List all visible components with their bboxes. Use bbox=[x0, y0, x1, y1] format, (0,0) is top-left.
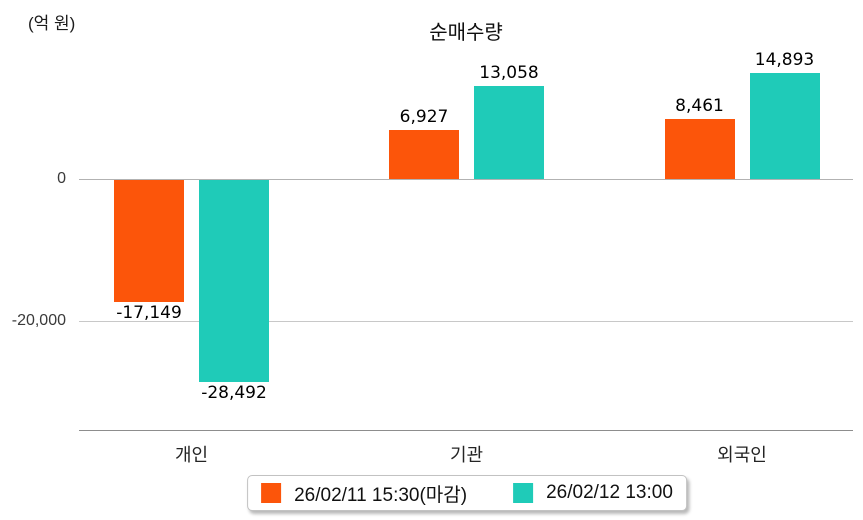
legend-label-series1: 26/02/11 15:30(마감) bbox=[294, 484, 468, 506]
bar[interactable] bbox=[749, 73, 820, 179]
legend-item-series2[interactable]: 26/02/12 13:00 bbox=[513, 482, 673, 504]
y-tick-label: -20,000 bbox=[11, 312, 66, 329]
legend-swatch-series1 bbox=[261, 483, 282, 503]
y-gridline bbox=[79, 179, 853, 180]
legend-swatch-series2 bbox=[513, 483, 534, 503]
legend-item-series1[interactable]: 26/02/11 15:30(마감) bbox=[261, 480, 467, 507]
y-tick-label: 0 bbox=[57, 170, 66, 187]
bar[interactable] bbox=[664, 119, 735, 179]
legend-label-series2: 26/02/12 13:00 bbox=[546, 482, 673, 503]
legend: 26/02/11 15:30(마감) 26/02/12 13:00 bbox=[247, 475, 687, 511]
bar-value-label: -28,492 bbox=[201, 383, 267, 403]
chart-title: 순매수량 bbox=[429, 22, 503, 44]
bar-value-label: 14,893 bbox=[754, 50, 815, 70]
category-label: 기관 bbox=[449, 445, 484, 465]
category-label: 개인 bbox=[174, 445, 209, 465]
x-axis-line bbox=[79, 430, 853, 431]
category-label: 외국인 bbox=[717, 445, 767, 465]
bar-value-label: -17,149 bbox=[116, 303, 182, 323]
bar[interactable] bbox=[114, 180, 184, 302]
bar-value-label: 6,927 bbox=[399, 107, 449, 127]
bar-value-label: 13,058 bbox=[479, 63, 539, 83]
bar[interactable] bbox=[389, 130, 459, 179]
y-axis-unit-label: (억 원) bbox=[28, 14, 76, 33]
bar[interactable] bbox=[199, 180, 269, 382]
bar[interactable] bbox=[474, 86, 544, 179]
bar-value-label: 8,461 bbox=[675, 96, 724, 116]
y-gridline bbox=[79, 321, 853, 322]
